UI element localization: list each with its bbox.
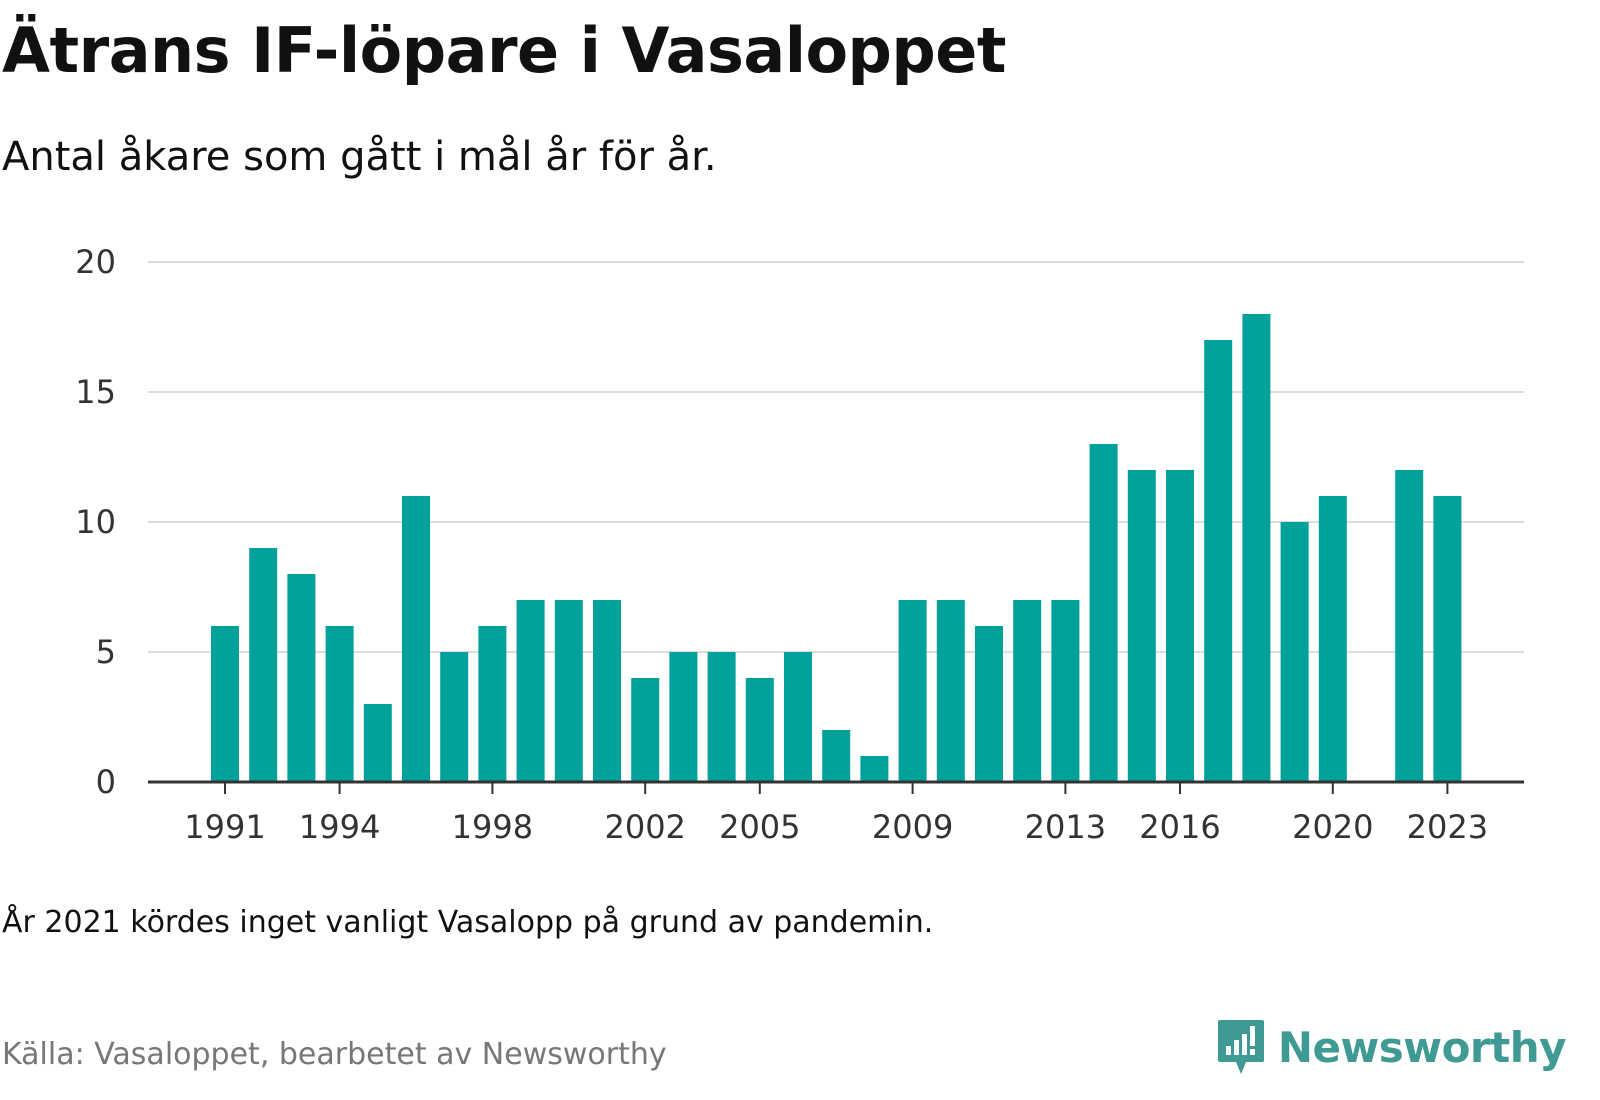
bar-2022 (1395, 470, 1424, 782)
x-tick-label-2002: 2002 (604, 808, 685, 846)
brand-logo: Newsworthy (1216, 1018, 1567, 1076)
bar-2023 (1433, 496, 1462, 782)
newsworthy-logo-icon (1217, 1020, 1264, 1074)
x-tick-label-2005: 2005 (719, 808, 800, 846)
x-tick-label-1991: 1991 (184, 808, 265, 846)
bar-1993 (287, 574, 316, 782)
bar-2001 (593, 600, 621, 782)
y-tick-label-20: 20 (75, 243, 116, 281)
brand-name: Newsworthy (1277, 1022, 1567, 1072)
bar-2003 (669, 652, 698, 782)
y-tick-label-10: 10 (75, 503, 116, 541)
bar-chart: 0 5 10 15 20 1991 1994 1998 2002 2005 2009 2013 2016… (75, 243, 1524, 846)
chart-title: Ätrans IF-löpare i Vasaloppet (2, 14, 1007, 87)
x-tick-label-2016: 2016 (1139, 808, 1220, 846)
bar-2002 (631, 678, 660, 782)
bar-2017 (1204, 340, 1233, 782)
bar-1992 (249, 548, 278, 782)
x-tick-label-1998: 1998 (452, 808, 533, 846)
bar-2004 (707, 652, 736, 782)
bar-1996 (402, 496, 430, 782)
bar-1994 (325, 626, 354, 782)
y-tick-label-15: 15 (75, 373, 116, 411)
bar-2020 (1318, 496, 1347, 782)
bar-2006 (784, 652, 812, 782)
bar-1998 (478, 626, 507, 782)
bar-1999 (516, 600, 545, 782)
bar-2013 (1051, 600, 1080, 782)
x-tick-label-2023: 2023 (1407, 808, 1488, 846)
bar-2005 (745, 678, 774, 782)
x-tick-label-2020: 2020 (1292, 808, 1373, 846)
bar-2000 (554, 600, 583, 782)
chart-note: År 2021 kördes inget vanligt Vasalopp på… (2, 905, 934, 940)
bar-2015 (1127, 470, 1156, 782)
x-tick-label-2009: 2009 (872, 808, 953, 846)
y-tick-label-0: 0 (96, 763, 116, 801)
bar-1997 (440, 652, 469, 782)
source-text: Källa: Vasaloppet, bearbetet av Newswort… (2, 1037, 667, 1072)
bar-2010 (936, 600, 965, 782)
bar-2012 (1013, 600, 1042, 782)
bar-2008 (860, 756, 889, 782)
bar-2018 (1242, 314, 1271, 782)
bar-2009 (898, 600, 927, 782)
y-tick-label-5: 5 (96, 633, 116, 671)
bar-1991 (211, 626, 239, 782)
bar-2011 (975, 626, 1003, 782)
bar-2016 (1166, 470, 1194, 782)
bar-1995 (363, 704, 392, 782)
x-tick-label-2013: 2013 (1025, 808, 1106, 846)
bar-2007 (822, 730, 851, 782)
chart-subtitle: Antal åkare som gått i mål år för år. (2, 134, 717, 180)
bar-2014 (1089, 444, 1118, 782)
x-tick-label-1994: 1994 (299, 808, 380, 846)
bar-2019 (1280, 522, 1309, 782)
